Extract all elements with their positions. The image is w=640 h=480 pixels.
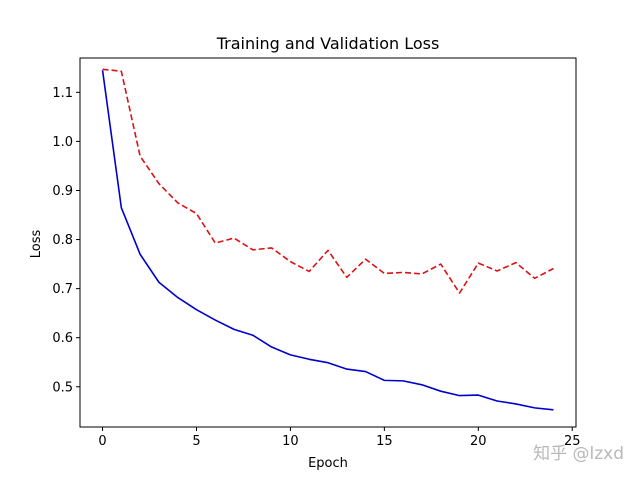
y-tick-label: 1.0	[52, 135, 73, 150]
validation-loss-line	[102, 68, 554, 294]
y-tick-label: 0.7	[52, 282, 73, 297]
x-tick-label: 0	[98, 434, 106, 449]
chart-title: Training and Validation Loss	[216, 34, 440, 53]
series-lines	[101, 68, 554, 411]
x-tick-label: 15	[376, 434, 393, 449]
training-loss-line	[101, 70, 554, 411]
watermark: 知乎 @lzxd	[533, 444, 624, 464]
y-tick-label: 0.8	[52, 233, 73, 248]
x-tick-label: 10	[282, 434, 299, 449]
y-axis-label: Loss	[29, 230, 44, 259]
x-axis-label: Epoch	[308, 456, 348, 471]
plot-area-frame	[79, 57, 577, 428]
y-tick-label: 0.9	[52, 184, 73, 199]
x-tick-label: 20	[470, 434, 487, 449]
y-tick-label: 0.5	[52, 380, 73, 395]
x-axis-ticks: 0 5 10 15 20 25	[98, 427, 581, 449]
x-tick-label: 5	[192, 434, 200, 449]
y-tick-label: 0.6	[52, 331, 73, 346]
y-axis-ticks: 0.5 0.6 0.7 0.8 0.9 1.0 1.1	[52, 86, 80, 395]
y-tick-label: 1.1	[52, 86, 73, 101]
x-tick-label: 25	[564, 434, 581, 449]
